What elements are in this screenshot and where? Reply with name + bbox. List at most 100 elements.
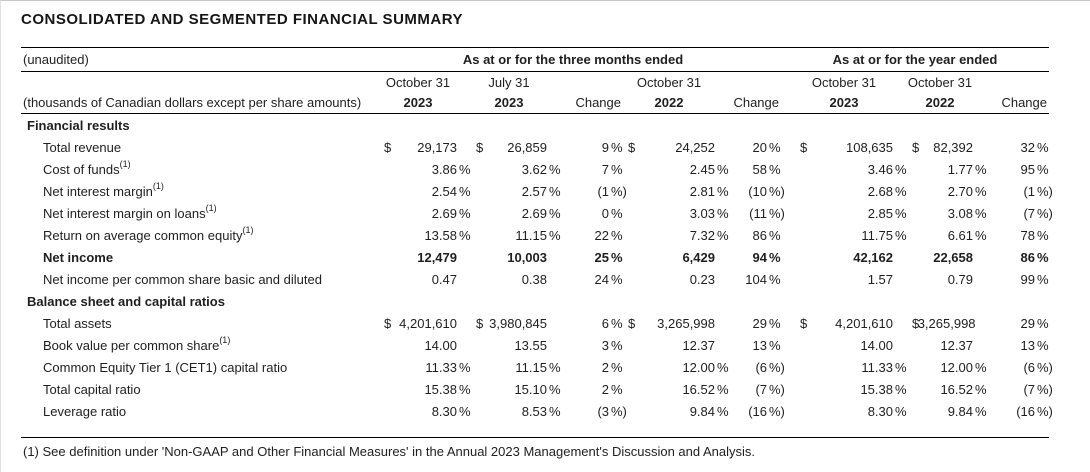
value-number: 12.37 xyxy=(682,337,715,353)
value-cell xyxy=(379,290,471,312)
value-suffix: %) xyxy=(1037,381,1053,397)
row-label: Return on average common equity(1) xyxy=(21,226,379,243)
value-suffix: % xyxy=(717,227,729,243)
value-number: 95 xyxy=(1020,161,1035,177)
value-number: 3,265,998 xyxy=(657,315,715,331)
value-suffix: % xyxy=(717,359,729,375)
column-header: July 31 2023 xyxy=(471,72,561,113)
value-number: 0.47 xyxy=(431,271,457,287)
value-cell: $108,635 xyxy=(795,136,907,158)
dollar-sign: $ xyxy=(384,315,392,331)
value-number: (3 xyxy=(597,403,609,419)
financial-summary-table: (unaudited) As at or for the three month… xyxy=(21,47,1053,459)
value-number: 78 xyxy=(1020,227,1035,243)
value-number: (1 xyxy=(1023,183,1035,199)
value-suffix: % xyxy=(975,183,987,199)
value-cell: $26,859 xyxy=(471,136,561,158)
value-cell: (7%) xyxy=(987,378,1053,400)
value-cell: 8.53% xyxy=(471,400,561,422)
column-header: October 31 2023 xyxy=(379,72,471,113)
value-suffix: % xyxy=(895,227,907,243)
value-number: 12.37 xyxy=(940,337,973,353)
value-number: 12.00 xyxy=(682,359,715,375)
value-number: 0.38 xyxy=(521,271,547,287)
value-cell: 13% xyxy=(987,334,1049,356)
row-label-text: Net interest margin on loans xyxy=(43,205,206,221)
value-cell: 12.00% xyxy=(623,356,729,378)
value-suffix: % xyxy=(459,381,471,397)
table-row: Leverage ratio 8.30% 8.53% (3%) 9.84% (16%) 8.… xyxy=(21,400,1053,422)
value-suffix: %) xyxy=(1037,403,1053,419)
value-suffix: % xyxy=(717,161,729,177)
value-cell: (3%) xyxy=(561,400,627,422)
value-number: 15.38 xyxy=(424,381,457,397)
column-headers: October 31 2023 July 31 2023 Change October 3… xyxy=(379,72,1049,113)
column-month-label: October 31 xyxy=(636,75,702,90)
value-number: 6.61 xyxy=(947,227,973,243)
value-number: (6 xyxy=(755,359,767,375)
value-suffix: % xyxy=(611,205,623,221)
column-year-label: 2023 xyxy=(494,95,524,110)
value-cell: 2.69% xyxy=(471,202,561,224)
row-label-text: Net interest margin xyxy=(43,183,153,199)
value-cell: 86% xyxy=(729,224,781,246)
value-suffix: % xyxy=(1037,249,1049,265)
value-cell: 94% xyxy=(729,246,781,268)
column-year-label: Change xyxy=(1001,95,1047,110)
value-number: 0 xyxy=(601,205,609,221)
row-label: Total revenue xyxy=(21,140,379,155)
value-cell: 20% xyxy=(729,136,781,158)
value-suffix: % xyxy=(611,271,623,287)
value-cell: 9% xyxy=(561,136,623,158)
value-number: 3,265,998 xyxy=(917,315,976,331)
value-cell: 14.00 xyxy=(795,334,907,356)
value-suffix: % xyxy=(1037,161,1049,177)
dollar-sign: $ xyxy=(384,139,392,155)
value-cell: 11.75% xyxy=(795,224,907,246)
value-cell xyxy=(471,290,561,312)
value-suffix: % xyxy=(549,227,561,243)
value-cell: 6.61% xyxy=(907,224,987,246)
row-label: Total assets xyxy=(21,316,379,331)
value-number: 11.33 xyxy=(861,359,893,375)
value-cell: 2.81% xyxy=(623,180,729,202)
value-cell: 12.37 xyxy=(623,334,729,356)
value-suffix: %) xyxy=(611,403,627,419)
section-row: Financial results xyxy=(21,114,1049,136)
value-cell: 16.52% xyxy=(623,378,729,400)
value-cell: (16%) xyxy=(987,400,1053,422)
value-cell: 12.00% xyxy=(907,356,987,378)
value-cell: 2.85% xyxy=(795,202,907,224)
value-number: (6 xyxy=(1023,359,1035,375)
value-cell: 32% xyxy=(987,136,1049,158)
row-label-text: Financial results xyxy=(27,117,130,133)
value-number: 6,429 xyxy=(682,249,715,265)
value-cell: (1%) xyxy=(987,180,1052,202)
value-suffix: % xyxy=(611,337,623,353)
value-cell: 22,658 xyxy=(907,246,987,268)
value-number: 11.15 xyxy=(515,227,547,243)
value-number: 14.00 xyxy=(424,337,457,353)
value-cell: 12.37 xyxy=(907,334,987,356)
value-suffix: % xyxy=(1037,139,1049,155)
value-number: 8.30 xyxy=(431,403,457,419)
value-number: (10 xyxy=(748,183,767,199)
value-number: (7 xyxy=(755,381,767,397)
table-row: Book value per common share(1) 14.00 13.55… xyxy=(21,334,1049,356)
column-year-label: 2023 xyxy=(829,95,859,110)
column-month-label: July 31 xyxy=(488,75,530,90)
value-cell: 29% xyxy=(987,312,1049,334)
value-suffix: % xyxy=(611,227,623,243)
value-cell: 13.55 xyxy=(471,334,561,356)
value-number: 13 xyxy=(1020,337,1035,353)
value-cell: 7.32% xyxy=(623,224,729,246)
value-suffix: % xyxy=(769,227,781,243)
value-number: 24 xyxy=(594,271,609,287)
table-row: Cost of funds(1) 3.86% 3.62% 7% 2.45% 58% 3.46… xyxy=(21,158,1049,180)
value-number: 22 xyxy=(594,227,609,243)
divider xyxy=(21,47,1049,48)
column-month-label xyxy=(729,72,781,92)
value-cell: 8.30% xyxy=(795,400,907,422)
value-cell: 1.57 xyxy=(795,268,907,290)
value-number: 86 xyxy=(1020,249,1035,265)
